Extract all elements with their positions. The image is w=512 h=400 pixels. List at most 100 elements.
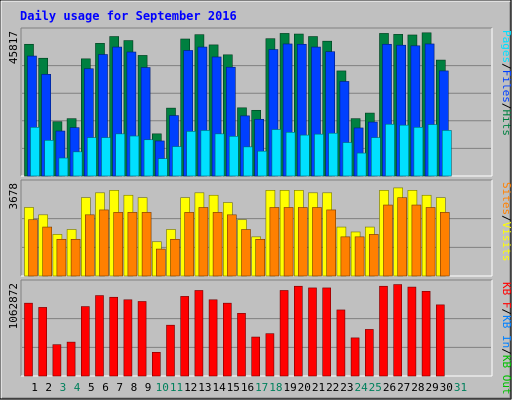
bar-pages: [441, 130, 452, 177]
x-tick-label: 7: [116, 381, 123, 394]
bar-kb-f: [364, 329, 374, 377]
y-axis-max-label: 3678: [7, 183, 20, 210]
bar-pages: [186, 131, 196, 177]
legend-item: Pages: [500, 30, 512, 63]
bar-sites: [113, 212, 123, 277]
bar-sites: [411, 204, 422, 277]
series-kb-f: [24, 284, 445, 377]
bar-pages: [243, 146, 253, 177]
x-tick-label: 25: [369, 381, 382, 394]
x-tick-label: 16: [241, 381, 254, 394]
bar-pages: [214, 133, 225, 177]
bar-kb-f: [350, 337, 360, 377]
bar-pages: [101, 137, 111, 177]
bar-sites: [255, 238, 265, 277]
x-tick-label: 31: [454, 381, 467, 394]
x-tick-label: 29: [425, 381, 438, 394]
bar-sites: [340, 236, 351, 277]
bar-pages: [143, 139, 154, 177]
bar-pages: [229, 136, 239, 177]
legend-item: Sites: [500, 182, 512, 215]
bar-kb-f: [137, 301, 147, 377]
bar-kb-f: [66, 341, 76, 377]
bar-sites: [156, 248, 166, 277]
x-tick-label: 21: [312, 381, 325, 394]
y-axis-max-label: 45817: [7, 31, 20, 64]
bar-sites: [198, 207, 209, 277]
bar-sites: [141, 212, 152, 277]
bar-pages: [72, 151, 83, 177]
panel-visits-sites: 3678 Sites/Visits: [7, 179, 512, 277]
x-tick-label: 17: [255, 381, 268, 394]
bar-sites: [241, 229, 251, 277]
x-tick-label: 4: [74, 381, 81, 394]
series-sites: [28, 197, 450, 277]
bar-kb-f: [237, 313, 246, 377]
x-tick-label: 1: [31, 381, 38, 394]
bar-kb-f: [293, 285, 303, 377]
x-tick-label: 9: [145, 381, 152, 394]
bar-pages: [158, 158, 168, 177]
bar-sites: [70, 238, 81, 277]
x-tick-label: 10: [156, 381, 169, 394]
x-tick-label: 2: [45, 381, 52, 394]
x-tick-label: 23: [340, 381, 353, 394]
bar-sites: [283, 207, 294, 277]
bar-kb-f: [24, 302, 33, 377]
bar-pages: [58, 157, 69, 177]
x-tick-label: 14: [212, 381, 226, 394]
bar-kb-f: [336, 309, 346, 377]
bar-sites: [425, 207, 436, 277]
legend-item: /: [500, 309, 512, 316]
x-tick-label: 26: [383, 381, 396, 394]
bar-sites: [184, 212, 194, 277]
x-tick-label: 20: [298, 381, 311, 394]
bar-kb-f: [393, 284, 403, 377]
x-tick-label: 6: [102, 381, 109, 394]
bar-pages: [314, 133, 324, 177]
bar-pages: [257, 150, 268, 177]
legend-item: KB F: [500, 282, 512, 309]
series-files: [27, 43, 449, 177]
bar-kb-f: [322, 287, 332, 377]
legend-item: Visits: [500, 222, 512, 262]
legend-item: /: [500, 63, 512, 70]
bar-sites: [383, 204, 393, 277]
bar-kb-f: [180, 296, 189, 377]
bar-pages: [44, 140, 55, 177]
x-tick-label: 24: [354, 381, 368, 394]
x-tick-label: 12: [184, 381, 197, 394]
bar-kb-f: [152, 351, 161, 377]
bar-kb-f: [308, 287, 317, 377]
legend-item: /: [500, 348, 512, 355]
bar-kb-f: [38, 307, 48, 377]
bar-pages: [342, 142, 353, 177]
bar-sites: [212, 212, 223, 277]
bar-pages: [427, 124, 438, 177]
series-pages: [30, 123, 452, 177]
x-axis-day-labels: 1 2 3 4 5 6 7 8 9 10 11 12 13 14 15 16 17 18 19 20 21 22 23 24 2…: [31, 381, 467, 394]
bar-pages: [299, 134, 310, 177]
y-axis-max-label: 1062872: [7, 283, 20, 329]
chart-title: Daily usage for September 2016: [20, 9, 237, 23]
legend-item: Hits: [500, 110, 512, 137]
x-tick-label: 19: [283, 381, 296, 394]
bar-kb-f: [81, 306, 90, 377]
x-tick-label: 13: [198, 381, 211, 394]
x-tick-label: 15: [227, 381, 240, 394]
bar-kb-f: [95, 295, 104, 377]
bar-kb-f: [265, 333, 275, 377]
bar-kb-f: [52, 344, 62, 377]
legend-kbytes: KB F/KB In/KB Out: [500, 282, 512, 395]
bar-kb-f: [279, 290, 289, 377]
bar-kb-f: [123, 299, 133, 377]
bar-pages: [129, 135, 140, 177]
x-tick-label: 5: [88, 381, 95, 394]
bar-sites: [326, 209, 337, 277]
bar-sites: [28, 219, 38, 277]
x-tick-label: 27: [397, 381, 410, 394]
bar-kb-f: [435, 304, 445, 377]
bar-sites: [170, 238, 180, 277]
x-tick-label: 11: [170, 381, 183, 394]
